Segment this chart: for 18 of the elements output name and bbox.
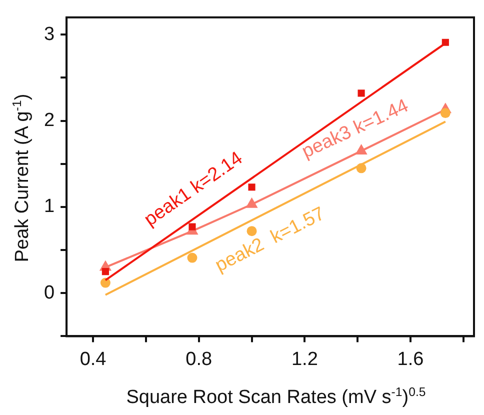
point bbox=[356, 163, 366, 174]
x-tick-label: 1.2 bbox=[291, 348, 318, 370]
point bbox=[187, 252, 198, 263]
y-tick-label: 1 bbox=[44, 196, 55, 218]
x-tick-label: 1.6 bbox=[397, 348, 424, 370]
point bbox=[358, 90, 365, 97]
point bbox=[442, 38, 449, 46]
point bbox=[248, 184, 256, 191]
point bbox=[246, 226, 257, 236]
point bbox=[100, 278, 110, 288]
y-tick-label: 0 bbox=[44, 282, 55, 304]
x-tick-label: 0.8 bbox=[186, 348, 212, 370]
y-tick-label: 2 bbox=[44, 110, 55, 132]
y-tick-label: 3 bbox=[44, 24, 55, 45]
x-tick-label: 0.4 bbox=[80, 348, 107, 370]
point bbox=[440, 108, 450, 118]
x-axis-title: Square Root Scan Rates (mV s$^{-1}$)$^{0.5}$ bbox=[126, 384, 426, 410]
point bbox=[102, 268, 109, 276]
